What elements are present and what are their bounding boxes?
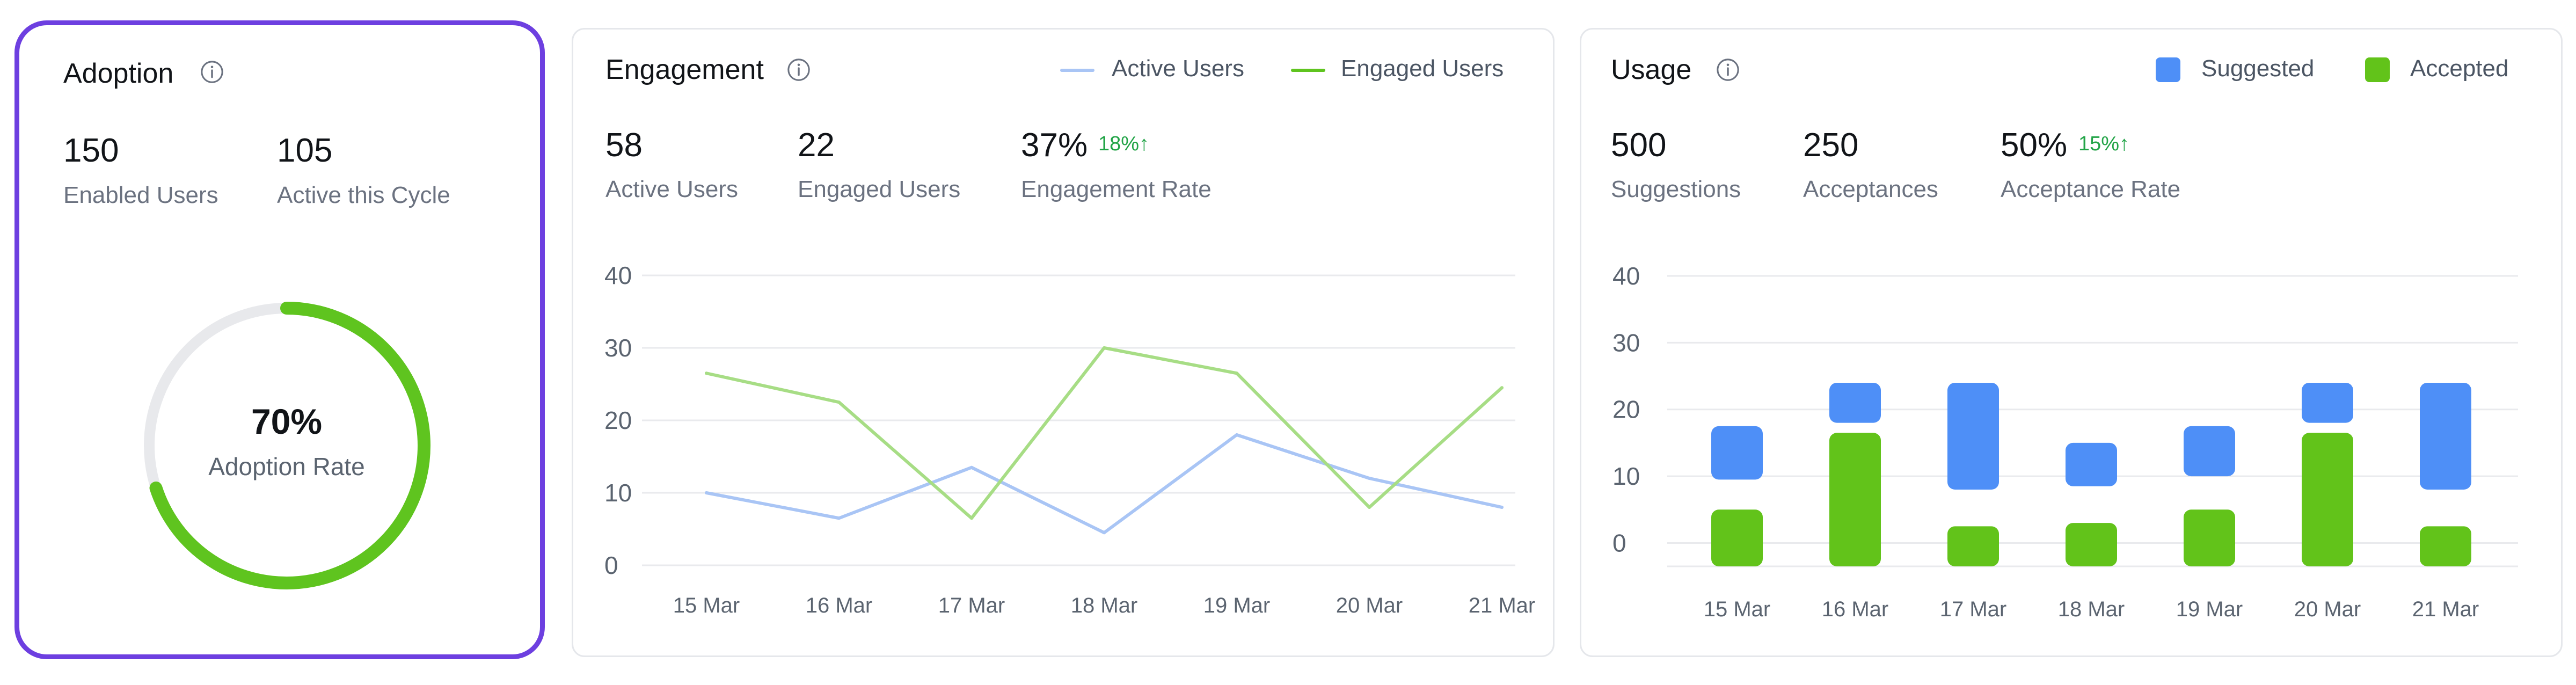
- data-point: [1500, 386, 1504, 390]
- bar-accepted: [2066, 523, 2117, 566]
- bar-suggested: [2066, 442, 2117, 486]
- y-tick-label: 10: [604, 479, 632, 507]
- y-tick-label: 20: [1612, 396, 1640, 424]
- active-cycle-value: 105: [277, 132, 333, 169]
- legend-active-users-swatch: [1060, 69, 1094, 72]
- x-tick-label: 19 Mar: [2176, 597, 2243, 621]
- x-tick-label: 15 Mar: [673, 594, 740, 617]
- x-tick-label: 20 Mar: [1336, 594, 1403, 617]
- data-point: [1103, 346, 1106, 349]
- data-point: [837, 516, 841, 520]
- data-point: [1368, 477, 1371, 480]
- data-point: [705, 371, 708, 375]
- series-line-active-users: [705, 433, 1504, 535]
- data-point: [1500, 506, 1504, 509]
- data-point: [837, 400, 841, 404]
- bar-suggested: [2184, 426, 2235, 477]
- usage-card: Usage Suggested Accepted 500 Suggestions…: [1580, 28, 2563, 657]
- legend-suggested: Suggested: [2201, 55, 2315, 82]
- data-point: [970, 465, 973, 469]
- engagement-title: Engagement: [605, 54, 764, 85]
- y-tick-label: 40: [1612, 262, 1640, 290]
- x-tick-label: 21 Mar: [1469, 594, 1536, 617]
- engagement-card: Engagement Active Users Engaged Users 58…: [572, 28, 1555, 657]
- donut-progress: [143, 302, 430, 589]
- bar-accepted: [1947, 526, 1999, 566]
- y-tick-label: 30: [604, 334, 632, 362]
- acceptance-rate-value: 50%: [2001, 127, 2068, 164]
- bar-accepted: [1711, 509, 1763, 566]
- bar-suggested: [2302, 382, 2353, 423]
- legend-accepted-swatch: [2365, 57, 2390, 82]
- bar-suggested: [1711, 426, 1763, 480]
- legend-accepted: Accepted: [2410, 55, 2509, 82]
- enabled-users-value: 150: [63, 132, 119, 169]
- adoption-title: Adoption: [63, 58, 174, 89]
- bar-suggested: [1947, 382, 1999, 490]
- y-tick-label: 0: [1612, 529, 1626, 557]
- usage-bar-chart: 0 10 20 30 40 15 Mar 16 Mar 17 Mar 18 Mar 19 Mar 2…: [1612, 262, 2518, 621]
- y-tick-label: 40: [604, 261, 632, 289]
- info-icon[interactable]: [1716, 57, 1740, 82]
- engaged-users-value: 22: [798, 127, 835, 164]
- adoption-donut: [143, 302, 430, 589]
- x-tick-label: 16 Mar: [806, 594, 873, 617]
- active-users-value: 58: [605, 127, 643, 164]
- bar-accepted: [1829, 433, 1881, 566]
- suggestions-label: Suggestions: [1611, 176, 1741, 202]
- x-tick-label: 17 Mar: [1940, 597, 2007, 621]
- legend-suggested-swatch: [2156, 57, 2180, 82]
- x-tick-label: 21 Mar: [2412, 597, 2479, 621]
- y-tick-label: 20: [604, 406, 632, 434]
- enabled-users-label: Enabled Users: [63, 182, 218, 208]
- y-tick-label: 10: [1612, 462, 1640, 490]
- adoption-card: Adoption 150 Enabled Users 105 Active th…: [14, 20, 545, 659]
- legend-engaged-users: Engaged Users: [1341, 55, 1504, 82]
- x-tick-label: 20 Mar: [2294, 597, 2361, 621]
- y-tick-label: 0: [604, 551, 618, 579]
- bar-accepted: [2302, 433, 2353, 566]
- data-point: [1235, 371, 1238, 375]
- legend-engaged-users-swatch: [1291, 69, 1325, 72]
- x-tick-label: 15 Mar: [1704, 597, 1771, 621]
- info-icon[interactable]: [200, 60, 224, 84]
- data-point: [970, 516, 973, 520]
- engagement-rate-value: 37%: [1021, 127, 1088, 164]
- engagement-rate-label: Engagement Rate: [1021, 176, 1212, 202]
- engagement-rate-delta: 18%↑: [1098, 133, 1150, 155]
- acceptances-label: Acceptances: [1803, 176, 1938, 202]
- adoption-rate-value: 70%: [251, 402, 323, 441]
- data-point: [1235, 433, 1238, 436]
- bar-suggested: [1829, 382, 1881, 423]
- bar-suggested: [2420, 382, 2471, 490]
- usage-title: Usage: [1611, 54, 1692, 85]
- acceptance-rate-delta: 15%↑: [2078, 133, 2130, 155]
- x-tick-label: 17 Mar: [938, 594, 1005, 617]
- engagement-line-chart: 0 10 20 30 40 15 Mar 16 Mar 17 Mar 18 Mar 19 Mar 2…: [604, 261, 1536, 617]
- x-tick-label: 16 Mar: [1822, 597, 1889, 621]
- bar-accepted: [2420, 526, 2471, 566]
- info-icon[interactable]: [786, 57, 811, 82]
- data-point: [1368, 506, 1371, 509]
- acceptances-value: 250: [1803, 127, 1859, 164]
- y-tick-label: 30: [1612, 329, 1640, 356]
- acceptance-rate-label: Acceptance Rate: [2001, 176, 2181, 202]
- data-point: [1103, 531, 1106, 535]
- x-tick-label: 19 Mar: [1203, 594, 1271, 617]
- engaged-users-label: Engaged Users: [798, 176, 961, 202]
- active-cycle-label: Active this Cycle: [277, 182, 450, 208]
- bar-accepted: [2184, 509, 2235, 566]
- suggestions-value: 500: [1611, 127, 1667, 164]
- active-users-label: Active Users: [605, 176, 738, 202]
- x-tick-label: 18 Mar: [1071, 594, 1138, 617]
- x-tick-label: 18 Mar: [2058, 597, 2125, 621]
- legend-active-users: Active Users: [1112, 55, 1244, 82]
- data-point: [705, 491, 708, 494]
- adoption-rate-label: Adoption Rate: [208, 453, 365, 480]
